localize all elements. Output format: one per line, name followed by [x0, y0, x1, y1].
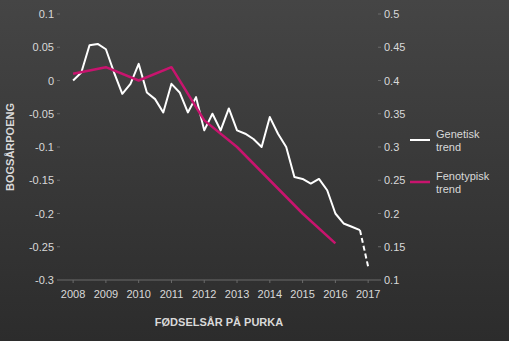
y-tick-label: -0.05 [29, 108, 54, 120]
y2-tick-label: 0.3 [384, 141, 399, 153]
y-tick [57, 280, 60, 281]
y-tick-label: 0.1 [39, 8, 54, 20]
y-tick-label: 0.05 [33, 41, 54, 53]
background [0, 0, 509, 341]
y2-tick [378, 14, 381, 15]
y2-tick [378, 280, 381, 281]
y2-tick [378, 80, 381, 81]
x-tick [237, 280, 238, 283]
y2-tick-label: 0.25 [384, 174, 405, 186]
x-tick-label: 2014 [258, 288, 282, 300]
x-tick [269, 280, 270, 283]
y2-tick-label: 0.45 [384, 41, 405, 53]
x-tick-label: 2012 [192, 288, 216, 300]
legend-label: Fenotypisktrend [436, 170, 490, 195]
series-line [73, 67, 335, 243]
y-tick [57, 113, 60, 114]
y-tick [57, 147, 60, 148]
x-tick [368, 280, 369, 283]
y-tick-label: -0.3 [35, 274, 54, 286]
y2-tick-label: 0.5 [384, 8, 399, 20]
y-tick [57, 14, 60, 15]
x-axis-title: FØDSELSÅR PÅ PURKA [155, 316, 283, 328]
x-tick-label: 2013 [225, 288, 249, 300]
y-axis-title: BOGSÅRPOENG [4, 103, 16, 191]
chart: 0.1 0.05 0 -0.05 -0.1 -0.15 -0.2 -0.25 -0.3 0.5 0.… [0, 0, 509, 341]
legend-label: Genetisktrend [436, 128, 480, 153]
y-tick-label: 0 [48, 75, 54, 87]
y2-tick-label: 0.2 [384, 208, 399, 220]
y2-tick [378, 47, 381, 48]
x-tick-label: 2016 [323, 288, 347, 300]
x-tick [171, 280, 172, 283]
x-tick [204, 280, 205, 283]
y-tick [57, 180, 60, 181]
y2-tick-label: 0.4 [384, 75, 399, 87]
y-tick-label: -0.2 [35, 208, 54, 220]
x-axis-line [60, 280, 378, 281]
y-tick-label: -0.1 [35, 141, 54, 153]
series-line [360, 230, 368, 267]
x-tick-label: 2015 [290, 288, 314, 300]
y2-tick-label: 0.1 [384, 274, 399, 286]
x-tick [335, 280, 336, 283]
y-tick-label: -0.25 [29, 241, 54, 253]
legend-swatch [410, 139, 430, 141]
y-tick [57, 47, 60, 48]
x-tick [105, 280, 106, 283]
y2-tick-label: 0.35 [384, 108, 405, 120]
x-tick-label: 2010 [126, 288, 150, 300]
x-tick [73, 280, 74, 283]
x-tick-label: 2011 [160, 288, 184, 300]
y-tick [57, 246, 60, 247]
x-tick-label: 2017 [356, 288, 380, 300]
x-tick [302, 280, 303, 283]
y-tick [57, 213, 60, 214]
x-tick-label: 2008 [61, 288, 85, 300]
legend-swatch [410, 181, 430, 184]
y2-tick [378, 246, 381, 247]
y2-tick [378, 113, 381, 114]
y2-tick [378, 180, 381, 181]
y-tick-label: -0.15 [29, 174, 54, 186]
plot-area [73, 44, 368, 267]
x-tick-label: 2009 [94, 288, 118, 300]
x-tick [138, 280, 139, 283]
y2-tick [378, 147, 381, 148]
y2-tick [378, 213, 381, 214]
y-tick [57, 80, 60, 81]
y2-tick-label: 0.15 [384, 241, 405, 253]
